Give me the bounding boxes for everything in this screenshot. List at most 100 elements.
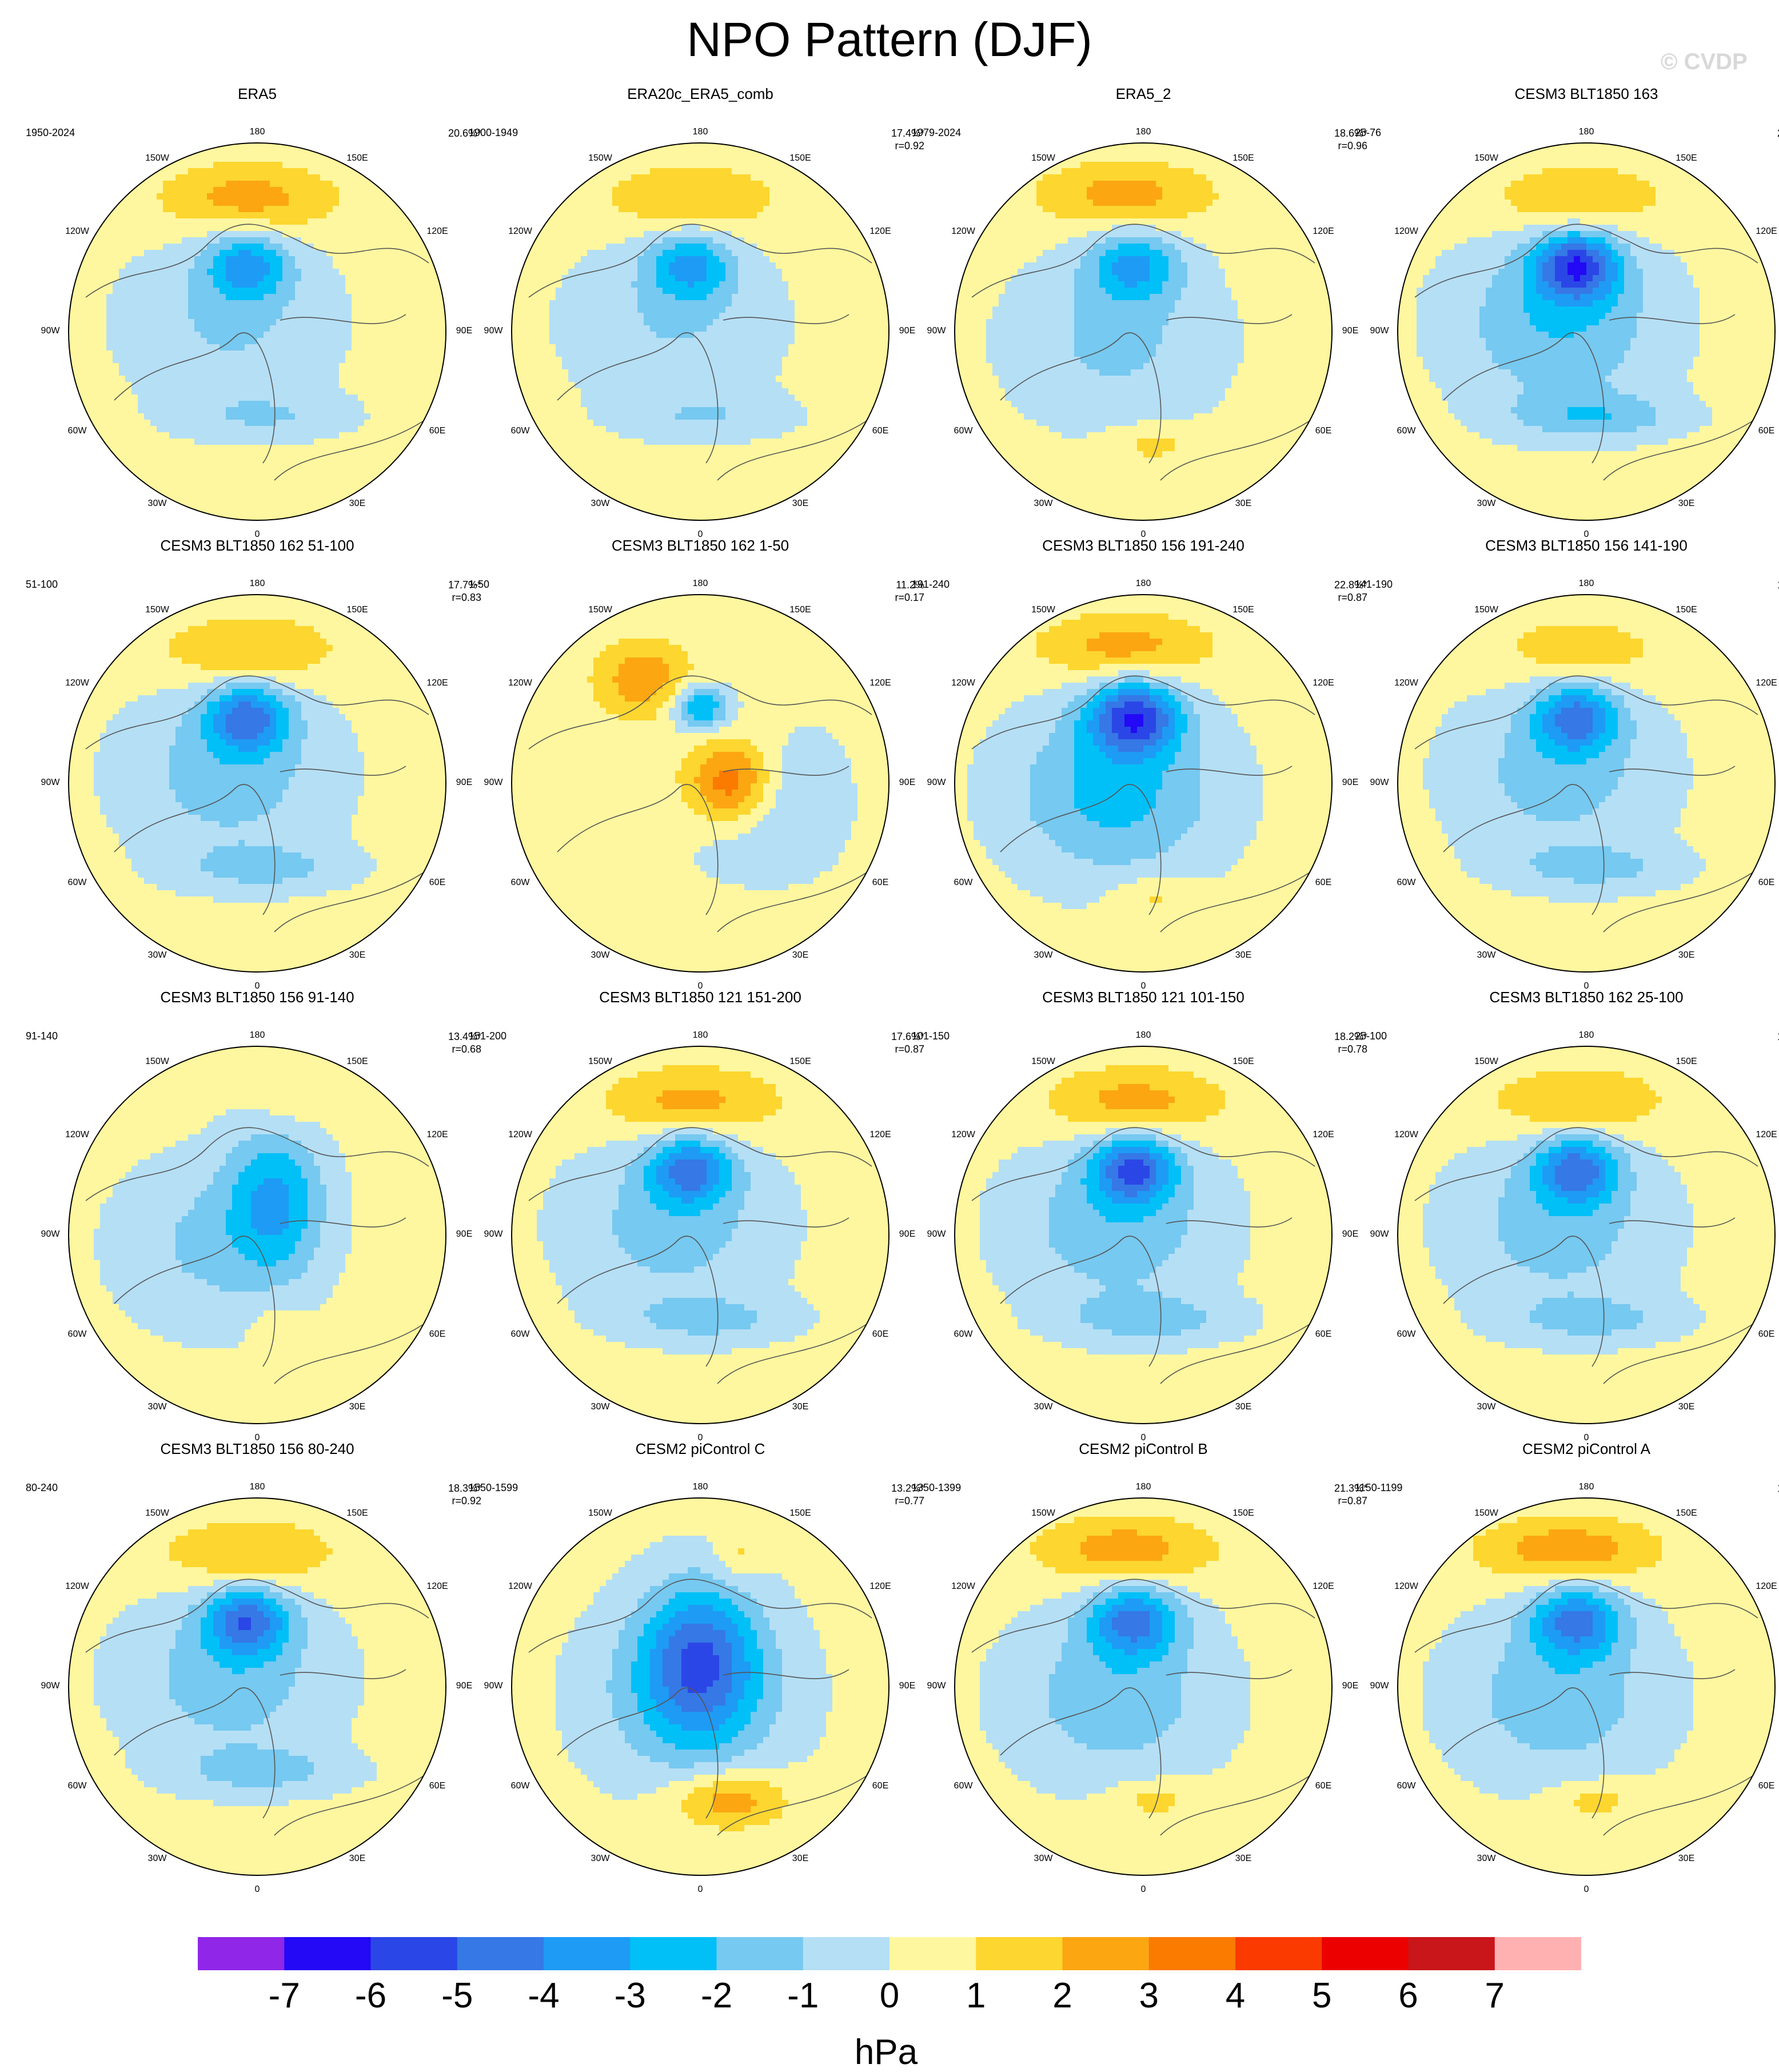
colorbar-swatch — [457, 1937, 544, 1970]
lon-label: 150E — [1674, 1508, 1699, 1519]
lon-label: 120E — [1311, 1130, 1336, 1140]
colorbar-tick-label: 5 — [1287, 1976, 1356, 2016]
lon-label: 30W — [1031, 950, 1056, 961]
lon-label: 120E — [1754, 678, 1779, 688]
lon-label: 150W — [1474, 1057, 1499, 1067]
lon-label: 60E — [425, 1781, 450, 1791]
lon-label: 30E — [345, 950, 370, 961]
polar-map — [926, 566, 1361, 1001]
lon-label: 60E — [1311, 1329, 1336, 1340]
lon-label: 180 — [245, 127, 270, 137]
slp-anomaly-field — [1398, 595, 1776, 973]
lon-label: 60E — [868, 878, 893, 888]
lon-label: 180 — [688, 1030, 713, 1041]
lon-label: 120E — [425, 678, 450, 688]
colorbar-swatch — [976, 1937, 1063, 1970]
colorbar-swatch — [1495, 1937, 1581, 1970]
lon-label: 60W — [1394, 878, 1419, 888]
lon-label: 150W — [588, 605, 613, 615]
lon-label: 30W — [588, 1402, 613, 1412]
lon-label: 120E — [868, 678, 893, 688]
panel-title: CESM3 BLT1850 162 25-100 — [1369, 988, 1779, 1006]
lon-label: 90W — [481, 1229, 506, 1240]
lon-label: 30E — [1231, 499, 1256, 509]
lon-label: 120W — [1394, 1581, 1419, 1592]
colorbar-swatch — [1322, 1937, 1409, 1970]
lon-label: 180 — [245, 1030, 270, 1041]
lon-label: 60E — [1311, 426, 1336, 436]
colorbar-tick-label: -4 — [509, 1976, 578, 2016]
lon-label: 150W — [1474, 1508, 1499, 1519]
polar-map — [40, 114, 474, 549]
lon-label: 30W — [1474, 950, 1499, 961]
lon-label: 90W — [924, 326, 949, 336]
lon-label: 120W — [1394, 678, 1419, 688]
lon-label: 150W — [1031, 1057, 1056, 1067]
lon-label: 30W — [145, 1854, 170, 1864]
lon-label: 180 — [1574, 127, 1599, 137]
lon-label: 90W — [38, 1229, 63, 1240]
lon-label: 150E — [1231, 1508, 1256, 1519]
lon-label: 150E — [1674, 605, 1699, 615]
lon-label: 90E — [452, 778, 477, 788]
lon-label: 150E — [345, 1508, 370, 1519]
lon-label: 150E — [345, 153, 370, 164]
lon-label: 90W — [924, 1681, 949, 1691]
polar-map — [1369, 114, 1779, 549]
lon-label: 30E — [788, 950, 813, 961]
lon-label: 30E — [1231, 1854, 1256, 1864]
colorbar-tick-label: -5 — [423, 1976, 492, 2016]
panel-title: CESM3 BLT1850 121 151-200 — [483, 988, 918, 1006]
slp-anomaly-field — [955, 1046, 1333, 1424]
lon-label: 0 — [688, 1884, 713, 1895]
lon-label: 90W — [38, 778, 63, 788]
colorbar-swatch — [1235, 1937, 1322, 1970]
colorbar-tick-label: 1 — [942, 1976, 1010, 2016]
lon-label: 30E — [788, 1402, 813, 1412]
slp-anomaly-field — [955, 1498, 1333, 1876]
lon-label: 150W — [1031, 153, 1056, 164]
lon-label: 90E — [452, 326, 477, 336]
lon-label: 150W — [588, 1057, 613, 1067]
lon-label: 90W — [924, 778, 949, 788]
panel-title: CESM2 piControl A — [1369, 1440, 1779, 1458]
slp-anomaly-field — [69, 1498, 446, 1876]
map-panel: CESM3 BLT1850 16325-7626.2%*r=0.63180015… — [1369, 114, 1779, 549]
lon-label: 60E — [425, 878, 450, 888]
lon-label: 30E — [1674, 1854, 1699, 1864]
slp-anomaly-field — [512, 595, 890, 973]
colorbar-tick-label: -2 — [683, 1976, 751, 2016]
lon-label: 30E — [345, 499, 370, 509]
lon-label: 150W — [145, 153, 170, 164]
lon-label: 90W — [1367, 1229, 1392, 1240]
lon-label: 120W — [65, 678, 90, 688]
colorbar-swatch — [1409, 1937, 1495, 1970]
lon-label: 150E — [788, 1508, 813, 1519]
colorbar-swatch — [544, 1937, 631, 1970]
lon-label: 150W — [145, 605, 170, 615]
lon-label: 180 — [245, 1482, 270, 1492]
lon-label: 120E — [425, 1581, 450, 1592]
lon-label: 90E — [452, 1229, 477, 1240]
slp-anomaly-field — [69, 595, 446, 973]
panel-title: CESM3 BLT1850 156 80-240 — [40, 1440, 474, 1458]
lon-label: 30E — [1231, 950, 1256, 961]
panel-title: CESM3 BLT1850 156 141-190 — [1369, 536, 1779, 555]
lon-label: 60E — [1754, 1781, 1779, 1791]
colorbar-tick-label: 6 — [1374, 1976, 1443, 2016]
lon-label: 150E — [345, 1057, 370, 1067]
lon-label: 150W — [588, 153, 613, 164]
colorbar-swatch — [284, 1937, 371, 1970]
polar-map — [926, 1469, 1361, 1904]
lon-label: 120W — [951, 226, 976, 237]
colorbar-swatch — [717, 1937, 804, 1970]
lon-label: 30E — [345, 1854, 370, 1864]
lon-label: 150E — [788, 1057, 813, 1067]
lon-label: 30W — [1474, 1402, 1499, 1412]
slp-anomaly-field — [512, 143, 890, 521]
